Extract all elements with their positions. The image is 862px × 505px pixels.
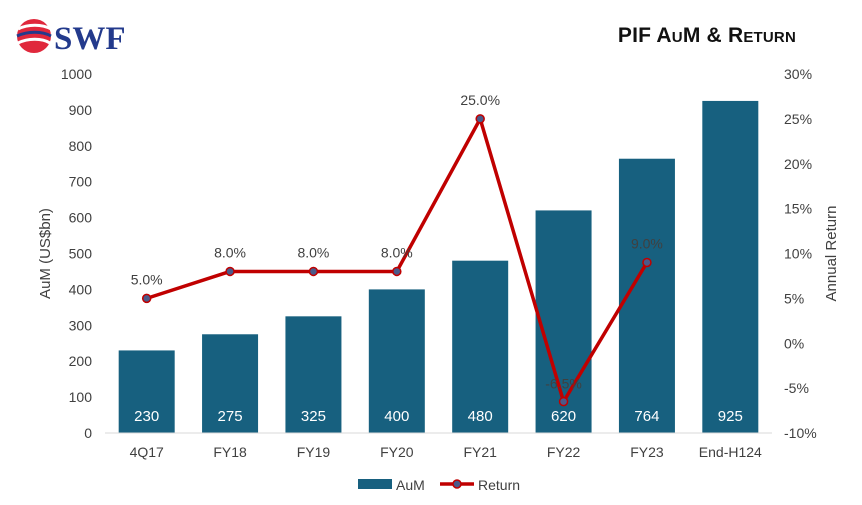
x-tick-label: FY23 [630, 444, 664, 460]
return-data-label: 8.0% [214, 244, 246, 260]
right-tick-label: 0% [784, 335, 804, 351]
return-point [642, 257, 652, 268]
left-tick-label: 400 [69, 281, 93, 297]
x-tick-label: End-H124 [699, 444, 762, 460]
right-tick-label: 10% [784, 246, 812, 262]
return-data-label: 8.0% [297, 244, 329, 260]
x-tick-label: 4Q17 [130, 444, 164, 460]
right-axis-label: Annual Return [823, 206, 840, 302]
legend-aum-label: AuM [396, 477, 425, 493]
return-point [225, 266, 235, 277]
legend-aum-swatch [358, 479, 392, 489]
right-tick-label: -10% [784, 425, 817, 441]
return-point [392, 266, 402, 277]
aum-bar-label: 480 [468, 408, 493, 425]
left-axis-label: AuM (US$bn) [37, 208, 54, 299]
right-tick-label: 30% [784, 66, 812, 82]
return-data-label: 25.0% [460, 92, 500, 108]
swf-logo: SWF [16, 19, 126, 57]
left-tick-label: 300 [69, 317, 93, 333]
right-tick-label: 25% [784, 111, 812, 127]
return-data-label: 8.0% [381, 244, 413, 260]
aum-bar [285, 316, 342, 433]
left-axis-ticks: 0 100 200 300 400 500 600 700 800 900 1000 [61, 66, 92, 441]
aum-bar-label: 620 [551, 408, 576, 425]
legend: AuM Return [358, 477, 520, 493]
x-tick-label: FY22 [547, 444, 581, 460]
return-data-label: 9.0% [631, 235, 663, 251]
legend-return-marker [452, 479, 462, 489]
left-tick-label: 500 [69, 246, 93, 262]
aum-bars: 230 275 325 400 480 620 764 925 [118, 100, 759, 434]
right-tick-label: 5% [784, 290, 804, 306]
left-tick-label: 800 [69, 138, 93, 154]
right-tick-label: 20% [784, 156, 812, 172]
aum-bar [118, 350, 175, 433]
left-tick-label: 600 [69, 210, 93, 226]
swf-logo-text: SWF [54, 21, 126, 57]
return-point [141, 293, 152, 304]
return-point [558, 396, 569, 407]
right-axis-ticks: -10% -5% 0% 5% 10% 15% 20% 25% 30% [784, 66, 817, 441]
aum-bar [452, 260, 509, 433]
right-tick-label: -5% [784, 380, 809, 396]
x-tick-label: FY20 [380, 444, 414, 460]
return-line: 5.0% 8.0% 8.0% 8.0% 25.0% -6.5% 9.0% [131, 92, 663, 407]
aum-bar-label: 400 [384, 408, 409, 425]
left-tick-label: 100 [69, 389, 93, 405]
legend-return-label: Return [478, 477, 520, 493]
left-tick-label: 700 [69, 174, 93, 190]
left-tick-label: 900 [69, 102, 93, 118]
x-tick-label: FY19 [297, 444, 331, 460]
left-tick-label: 0 [84, 425, 92, 441]
aum-bar [202, 334, 259, 433]
return-point [308, 266, 319, 277]
aum-bar-label: 325 [301, 408, 326, 425]
aum-bar [368, 289, 425, 433]
x-tick-label: FY18 [213, 444, 247, 460]
swf-globe-icon [16, 19, 52, 53]
aum-bar-label: 275 [218, 408, 243, 425]
right-tick-label: 15% [784, 201, 812, 217]
return-data-label: -6.5% [545, 376, 582, 392]
return-data-label: 5.0% [131, 271, 163, 287]
x-tick-label: FY21 [463, 444, 497, 460]
aum-bar [702, 100, 759, 434]
left-tick-label: 1000 [61, 66, 92, 82]
aum-bar-label: 925 [718, 408, 743, 425]
left-tick-label: 200 [69, 353, 93, 369]
aum-bar-label: 764 [634, 408, 659, 425]
x-axis-ticks: 4Q17 FY18 FY19 FY20 FY21 FY22 FY23 End-H124 [130, 444, 762, 460]
chart-title: PIF AuM & Return [617, 24, 796, 47]
aum-bar-label: 230 [134, 408, 159, 425]
return-point [475, 114, 485, 124]
